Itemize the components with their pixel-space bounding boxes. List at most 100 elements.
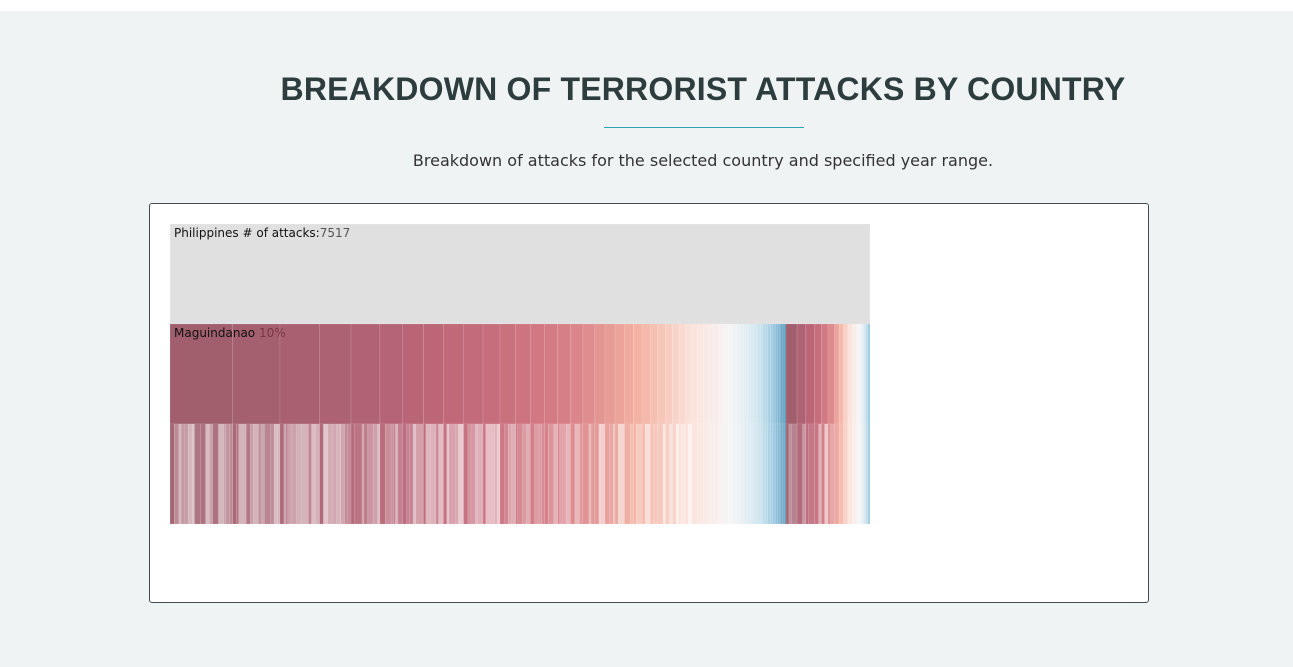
icicle-level2-cell[interactable] bbox=[458, 423, 464, 524]
icicle-level1-cell[interactable] bbox=[624, 323, 634, 425]
icicle-level2-cell[interactable] bbox=[494, 423, 498, 524]
icicle-level2-cell[interactable] bbox=[482, 423, 487, 524]
icicle-level2-cell[interactable] bbox=[665, 423, 670, 524]
icicle-level1-cell[interactable] bbox=[852, 323, 857, 425]
icicle-level2-cell[interactable] bbox=[393, 423, 396, 524]
icicle-level1-cell[interactable] bbox=[750, 323, 755, 425]
icicle-level1-cell[interactable] bbox=[443, 323, 464, 425]
icicle-level1-cell[interactable] bbox=[834, 323, 840, 425]
icicle-level2-cell[interactable] bbox=[838, 423, 844, 524]
icicle-level2-cell[interactable] bbox=[544, 423, 549, 524]
icicle-level2-cell[interactable] bbox=[796, 423, 803, 524]
icicle-level2-cell[interactable] bbox=[847, 423, 853, 524]
icicle-level1-cell[interactable] bbox=[350, 323, 381, 425]
icicle-level2-cell[interactable] bbox=[347, 423, 352, 524]
icicle-level2-cell[interactable] bbox=[344, 423, 349, 524]
icicle-level2-cell[interactable] bbox=[614, 423, 619, 524]
icicle-level2-cell[interactable] bbox=[708, 423, 714, 524]
icicle-level2-cell[interactable] bbox=[565, 423, 571, 524]
icicle-level1-cell[interactable] bbox=[860, 323, 864, 425]
icicle-level2-cell[interactable] bbox=[504, 423, 509, 524]
icicle-chart[interactable]: Philippines # of attacks:7517 Maguindana… bbox=[170, 224, 870, 524]
icicle-level2-cell[interactable] bbox=[747, 423, 752, 524]
icicle-level2-cell[interactable] bbox=[557, 423, 560, 524]
icicle-level1-cell[interactable] bbox=[614, 323, 625, 425]
icicle-level2-cell[interactable] bbox=[522, 423, 527, 524]
icicle-level2-cell[interactable] bbox=[296, 423, 302, 524]
icicle-level2-cell[interactable] bbox=[641, 423, 646, 524]
icicle-level2-cell[interactable] bbox=[598, 423, 602, 524]
icicle-level2-cell[interactable] bbox=[319, 423, 324, 524]
icicle-level2-cell[interactable] bbox=[814, 423, 819, 524]
icicle-level2-cell[interactable] bbox=[194, 423, 202, 524]
icicle-level2-cell[interactable] bbox=[235, 423, 240, 524]
icicle-level1-cell[interactable] bbox=[713, 323, 719, 425]
icicle-level1-cell[interactable] bbox=[867, 323, 870, 425]
icicle-level2-cell[interactable] bbox=[402, 423, 407, 524]
icicle-level2-cell[interactable] bbox=[415, 423, 424, 524]
icicle-level2-cell[interactable] bbox=[736, 423, 741, 524]
icicle-level2-cell[interactable] bbox=[283, 423, 287, 524]
icicle-level1-cell[interactable] bbox=[582, 323, 596, 425]
icicle-level1-cell[interactable] bbox=[747, 323, 752, 425]
icicle-level1-cell[interactable] bbox=[771, 323, 775, 425]
icicle-level2-cell[interactable] bbox=[336, 423, 341, 524]
icicle-level2-cell[interactable] bbox=[588, 423, 592, 524]
icicle-level2-cell[interactable] bbox=[767, 423, 771, 524]
icicle-level2-cell[interactable] bbox=[477, 423, 484, 524]
icicle-level2-cell[interactable] bbox=[385, 423, 392, 524]
icicle-level2-cell[interactable] bbox=[529, 423, 535, 524]
icicle-level2-cell[interactable] bbox=[363, 423, 369, 524]
icicle-level1-cell[interactable] bbox=[515, 323, 531, 425]
icicle-level2-cell[interactable] bbox=[559, 423, 567, 524]
icicle-level2-cell[interactable] bbox=[624, 423, 631, 524]
icicle-level1-cell[interactable] bbox=[773, 323, 777, 425]
icicle-level1-cell[interactable] bbox=[691, 323, 698, 425]
icicle-level1-cell[interactable] bbox=[863, 323, 866, 425]
icicle-level2-cell[interactable] bbox=[644, 423, 651, 524]
icicle-level2-cell[interactable] bbox=[395, 423, 398, 524]
icicle-level1-cell[interactable] bbox=[379, 323, 403, 425]
icicle-level1-cell[interactable] bbox=[665, 323, 673, 425]
icicle-level1-cell[interactable] bbox=[753, 323, 758, 425]
icicle-level2-cell[interactable] bbox=[650, 423, 654, 524]
icicle-level2-cell[interactable] bbox=[200, 423, 206, 524]
icicle-level2-cell[interactable] bbox=[515, 423, 518, 524]
icicle-level1-cell[interactable] bbox=[775, 323, 779, 425]
icicle-level2-cell[interactable] bbox=[397, 423, 403, 524]
icicle-level1-cell[interactable] bbox=[423, 323, 444, 425]
icicle-level2-cell[interactable] bbox=[446, 423, 450, 524]
icicle-level1-cell[interactable] bbox=[641, 323, 651, 425]
icicle-level2-cell[interactable] bbox=[750, 423, 755, 524]
icicle-level1-cell[interactable] bbox=[865, 323, 868, 425]
icicle-level1-cell[interactable] bbox=[279, 323, 320, 425]
icicle-level2-cell[interactable] bbox=[287, 423, 292, 524]
icicle-level2-cell[interactable] bbox=[258, 423, 262, 524]
icicle-level1-cell[interactable] bbox=[760, 323, 763, 425]
icicle-level2-cell[interactable] bbox=[702, 423, 709, 524]
icicle-level2-cell[interactable] bbox=[680, 423, 686, 524]
icicle-level2-cell[interactable] bbox=[805, 423, 809, 524]
icicle-level2-cell[interactable] bbox=[323, 423, 328, 524]
icicle-level2-cell[interactable] bbox=[765, 423, 768, 524]
icicle-level2-cell[interactable] bbox=[541, 423, 545, 524]
icicle-level2-cell[interactable] bbox=[827, 423, 831, 524]
icicle-level2-cell[interactable] bbox=[507, 423, 512, 524]
icicle-level2-cell[interactable] bbox=[225, 423, 231, 524]
icicle-level2-cell[interactable] bbox=[739, 423, 745, 524]
icicle-level2-cell[interactable] bbox=[756, 423, 761, 524]
icicle-level2-cell[interactable] bbox=[867, 423, 870, 524]
icicle-level2-cell[interactable] bbox=[590, 423, 596, 524]
icicle-level2-cell[interactable] bbox=[762, 423, 766, 524]
icicle-level2-cell[interactable] bbox=[727, 423, 733, 524]
icicle-level2-cell[interactable] bbox=[435, 423, 439, 524]
icicle-level2-cell[interactable] bbox=[448, 423, 456, 524]
icicle-level2-cell[interactable] bbox=[675, 423, 680, 524]
icicle-level2-cell[interactable] bbox=[824, 423, 829, 524]
icicle-level2-cell[interactable] bbox=[600, 423, 606, 524]
icicle-level2-cell[interactable] bbox=[229, 423, 234, 524]
icicle-level2-cell[interactable] bbox=[253, 423, 259, 524]
icicle-level2-cell[interactable] bbox=[178, 423, 182, 524]
icicle-level1-cell[interactable] bbox=[796, 323, 807, 425]
icicle-level1-cell[interactable] bbox=[762, 323, 766, 425]
